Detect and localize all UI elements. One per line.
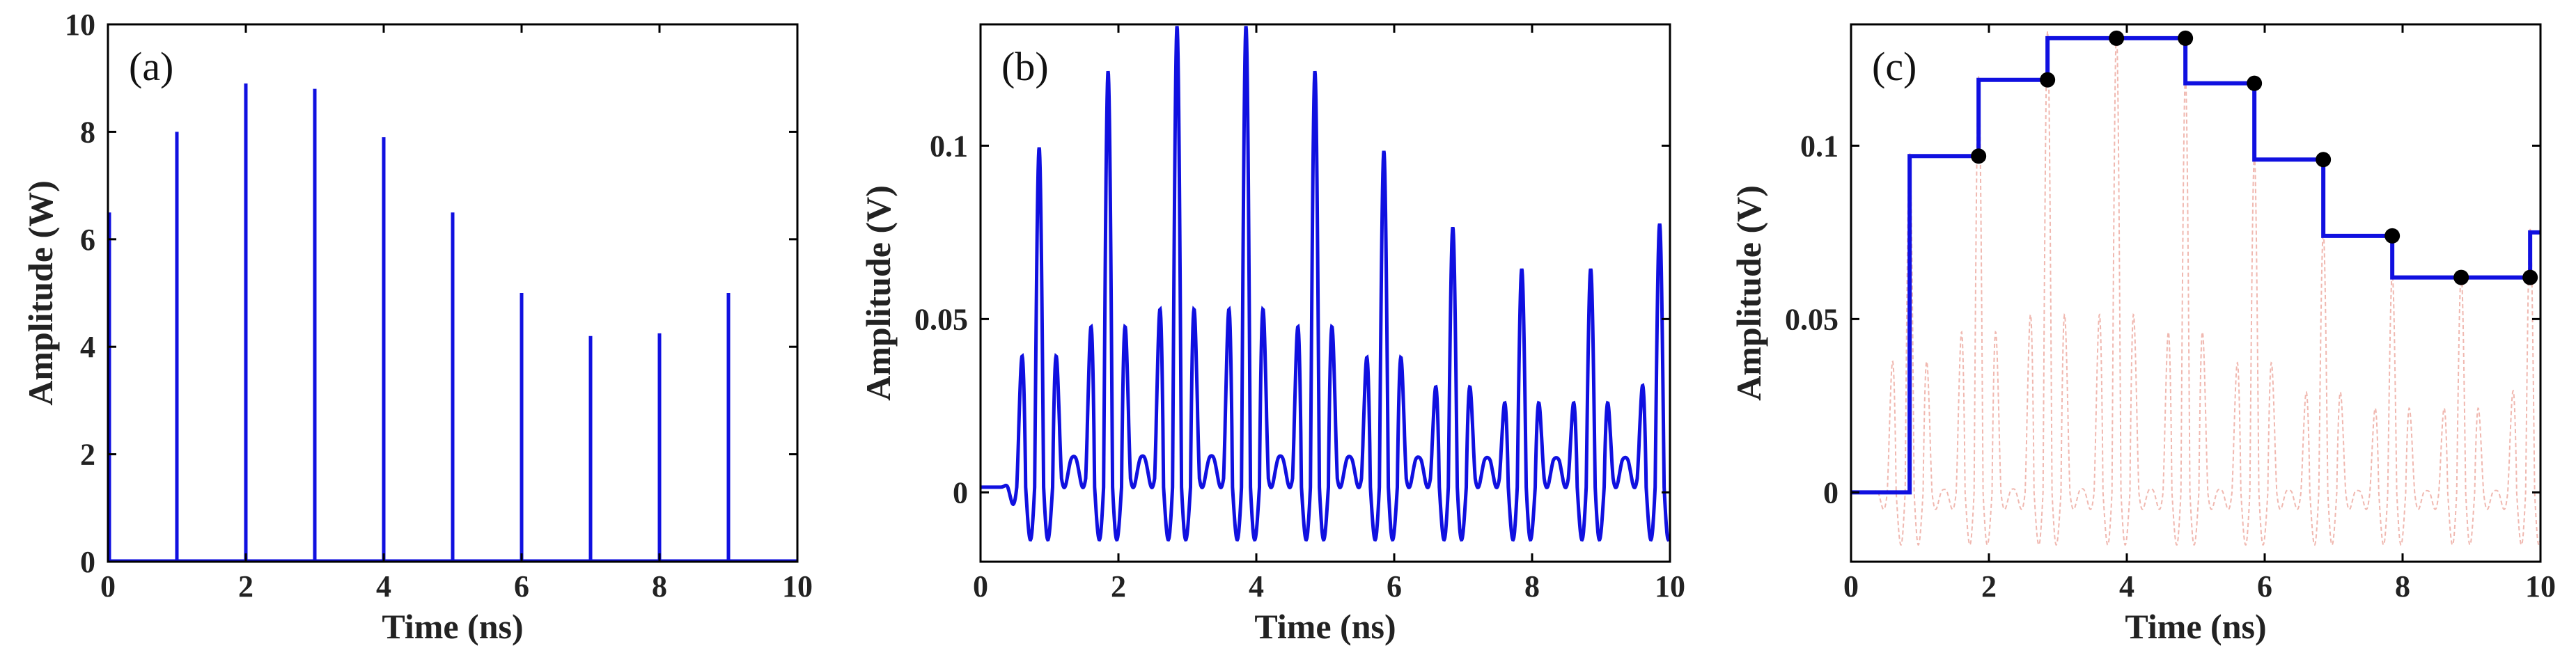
panel-b-plot-area bbox=[979, 23, 1671, 563]
panel-a-plot-area bbox=[107, 23, 799, 563]
sample-marker bbox=[1971, 148, 1987, 164]
y-tick-label: 0 bbox=[80, 545, 95, 579]
y-tick-label: 0.05 bbox=[1785, 302, 1839, 336]
signal-line bbox=[981, 26, 1670, 542]
x-tick-label: 0 bbox=[1843, 569, 1859, 603]
x-tick-label: 8 bbox=[652, 569, 667, 603]
x-tick-label: 6 bbox=[1387, 569, 1402, 603]
y-tick-label: 0 bbox=[1823, 475, 1839, 510]
x-tick-label: 10 bbox=[1655, 569, 1685, 603]
sample-marker bbox=[2522, 269, 2538, 285]
panel-a: 0 2 4 6 8 10 0 2 4 6 8 10 (a) Time (ns) Amplitude (… bbox=[21, 8, 813, 646]
x-tick-label: 4 bbox=[1249, 569, 1264, 603]
y-tick-label: 0.1 bbox=[930, 129, 968, 163]
panel-b: 0 2 4 6 8 10 0 0.05 0.1 (b) Time (ns) Amplitude … bbox=[859, 23, 1685, 646]
sample-marker bbox=[2384, 228, 2401, 244]
sample-marker bbox=[2109, 30, 2125, 46]
panel-c-plot-area bbox=[1850, 23, 2542, 563]
sample-hold-line bbox=[1851, 35, 2540, 495]
x-tick-label: 8 bbox=[2395, 569, 2410, 603]
x-tick-label: 4 bbox=[376, 569, 391, 603]
x-tick-label: 2 bbox=[238, 569, 253, 603]
panel-b-data bbox=[981, 26, 1670, 542]
panel-b-x-axis-label: Time (ns) bbox=[1254, 607, 1396, 646]
x-tick-label: 0 bbox=[100, 569, 116, 603]
panel-c-y-axis-label: Amplitude (V) bbox=[1729, 185, 1768, 401]
sample-marker bbox=[2247, 75, 2263, 91]
sample-marker bbox=[2316, 152, 2332, 168]
panel-a-y-axis-label: Amplitude (W) bbox=[21, 180, 60, 406]
x-tick-label: 8 bbox=[1524, 569, 1540, 603]
sample-marker bbox=[2453, 269, 2469, 285]
panel-c: 0 2 4 6 8 10 0 0.05 0.1 (c) Time (ns) Amplitude … bbox=[1729, 23, 2556, 646]
x-tick-label: 4 bbox=[2119, 569, 2134, 603]
x-tick-label: 10 bbox=[2525, 569, 2556, 603]
y-tick-label: 8 bbox=[80, 115, 95, 149]
sample-marker bbox=[2178, 30, 2194, 46]
y-tick-label: 10 bbox=[65, 8, 95, 42]
y-tick-label: 6 bbox=[80, 223, 95, 257]
y-tick-label: 0.05 bbox=[914, 302, 968, 336]
x-tick-label: 2 bbox=[1111, 569, 1126, 603]
panel-b-y-axis-label: Amplitude (V) bbox=[859, 185, 898, 401]
panel-a-label: (a) bbox=[129, 44, 173, 89]
y-tick-label: 4 bbox=[80, 330, 95, 364]
panel-b-label: (b) bbox=[1001, 44, 1049, 89]
panel-c-x-axis-label: Time (ns) bbox=[2125, 607, 2266, 646]
panel-c-data bbox=[1851, 30, 2540, 546]
x-tick-label: 10 bbox=[782, 569, 813, 603]
x-tick-label: 2 bbox=[1981, 569, 1997, 603]
x-tick-label: 6 bbox=[2257, 569, 2272, 603]
y-tick-label: 2 bbox=[80, 438, 95, 472]
y-tick-label: 0.1 bbox=[1800, 129, 1839, 163]
sample-marker bbox=[2040, 72, 2056, 88]
panel-c-label: (c) bbox=[1872, 44, 1917, 89]
x-tick-label: 0 bbox=[973, 569, 988, 603]
x-tick-label: 6 bbox=[514, 569, 529, 603]
background-signal-line bbox=[1851, 31, 2540, 546]
panel-a-data bbox=[108, 83, 797, 562]
y-tick-label: 0 bbox=[953, 475, 968, 510]
panel-a-x-axis-label: Time (ns) bbox=[382, 607, 523, 646]
